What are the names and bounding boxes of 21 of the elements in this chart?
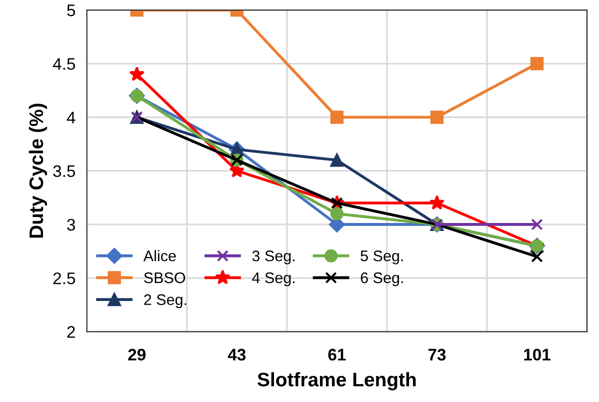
x-tick-label: 43	[228, 348, 246, 361]
x-axis-title: Slotframe Length	[258, 372, 416, 390]
x-tick-label: 29	[128, 348, 146, 361]
y-tick-label: 2	[67, 326, 75, 338]
legend-label: 2 Seg.	[144, 294, 186, 308]
x-tick-label: 73	[428, 348, 446, 361]
y-tick-label: 3.5	[53, 165, 76, 178]
legend-label: 5 Seg.	[360, 250, 403, 264]
legend-label: 3 Seg.	[252, 250, 294, 264]
legend-label: 4 Seg.	[252, 272, 294, 286]
x-tick-label: 61	[328, 348, 346, 361]
y-tick-label: 3	[67, 218, 76, 231]
y-tick-label: 4	[66, 112, 76, 124]
y-tick-label: 4.5	[52, 58, 76, 70]
legend-label: 6 Seg.	[360, 272, 403, 286]
y-tick-label: 5	[67, 4, 76, 16]
legend-label: SBSO	[144, 272, 186, 284]
y-axis-title: Duty Cycle (%)	[28, 104, 48, 238]
x-tick-label: 101	[524, 348, 550, 361]
y-tick-label: 2.5	[53, 272, 76, 284]
legend-label: Alice	[143, 250, 176, 262]
